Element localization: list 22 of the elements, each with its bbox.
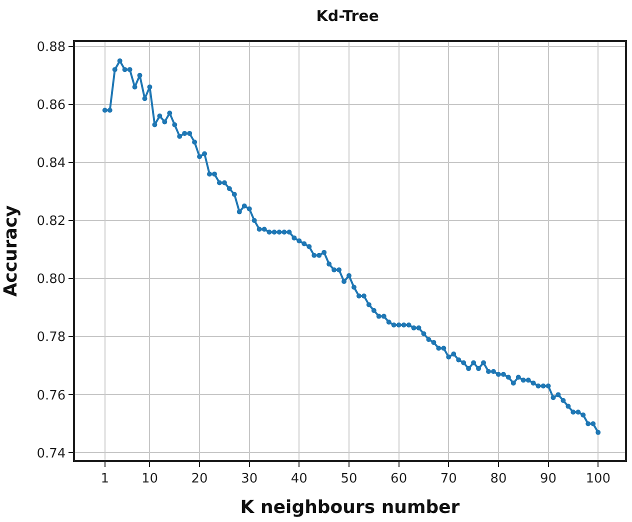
x-tick-label: 20 xyxy=(191,471,208,486)
y-tick-label: 0.78 xyxy=(36,330,66,346)
y-axis-title: Accuracy xyxy=(0,204,22,297)
x-axis-title: K neighbours number xyxy=(240,496,460,518)
x-tick-label: 50 xyxy=(340,471,358,486)
x-tick-label: 10 xyxy=(141,471,158,486)
y-tick-label: 0.84 xyxy=(36,156,66,172)
y-tick-label: 0.86 xyxy=(36,98,66,113)
x-tick-label: 40 xyxy=(290,471,308,486)
y-tick-label: 0.88 xyxy=(36,40,66,55)
x-tick-label: 80 xyxy=(490,471,507,486)
y-tick-label: 0.82 xyxy=(36,214,66,230)
x-tick-label: 30 xyxy=(241,471,258,486)
x-tick-label: 1 xyxy=(100,471,110,486)
chart-title: Kd-Tree xyxy=(316,6,379,25)
y-tick-label: 0.80 xyxy=(36,272,66,288)
y-tick-label: 0.74 xyxy=(36,446,66,462)
y-tick-label: 0.76 xyxy=(36,388,66,404)
x-tick-label: 90 xyxy=(540,471,557,486)
x-tick-label: 60 xyxy=(390,471,408,486)
x-tick-label: 70 xyxy=(440,471,457,486)
x-tick-label: 100 xyxy=(586,471,611,486)
